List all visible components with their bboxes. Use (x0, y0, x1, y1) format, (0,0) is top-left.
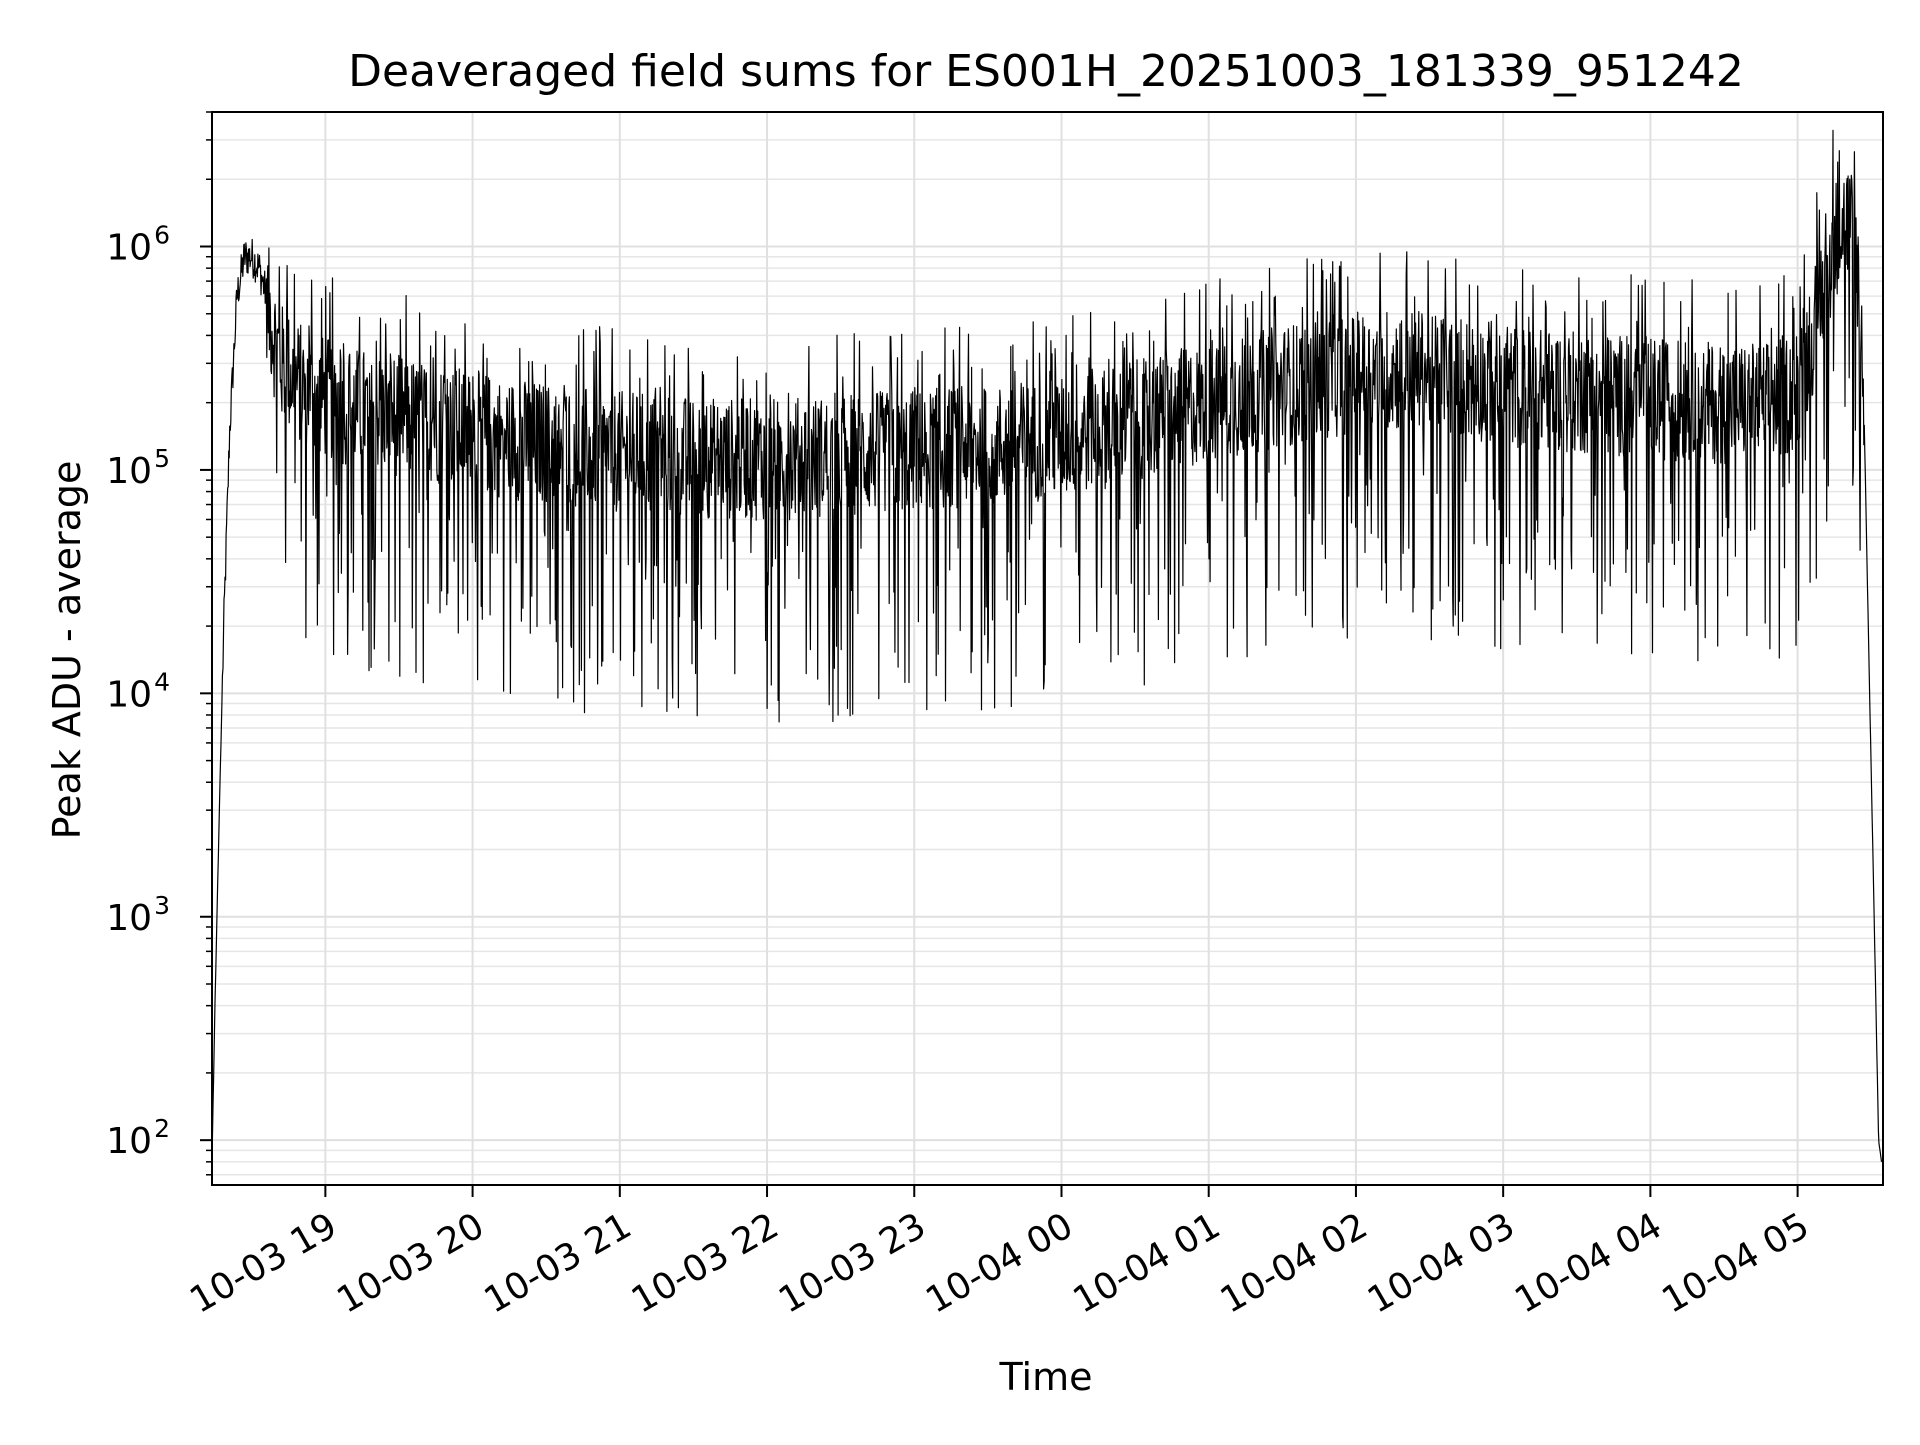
minor-gridlines (212, 111, 1883, 1176)
y-tick-label: 10 (106, 674, 152, 715)
series-line (211, 129, 1883, 1162)
y-tick-exponent: 4 (154, 667, 170, 696)
y-tick-label: 10 (106, 451, 152, 492)
x-axis-label: Time (999, 1355, 1093, 1399)
y-tick-exponent: 5 (154, 444, 170, 473)
y-tick-label: 10 (106, 1121, 152, 1162)
y-axis-label: Peak ADU - average (45, 461, 89, 840)
y-tick-exponent: 6 (154, 221, 170, 250)
y-tick-label: 10 (106, 898, 152, 939)
y-tick-exponent: 3 (154, 891, 170, 920)
y-tick-exponent: 2 (154, 1114, 170, 1143)
y-tick-label: 10 (106, 228, 152, 269)
chart-title: Deaveraged field sums for ES001H_2025100… (348, 46, 1744, 97)
plot-frame (211, 111, 1884, 1186)
